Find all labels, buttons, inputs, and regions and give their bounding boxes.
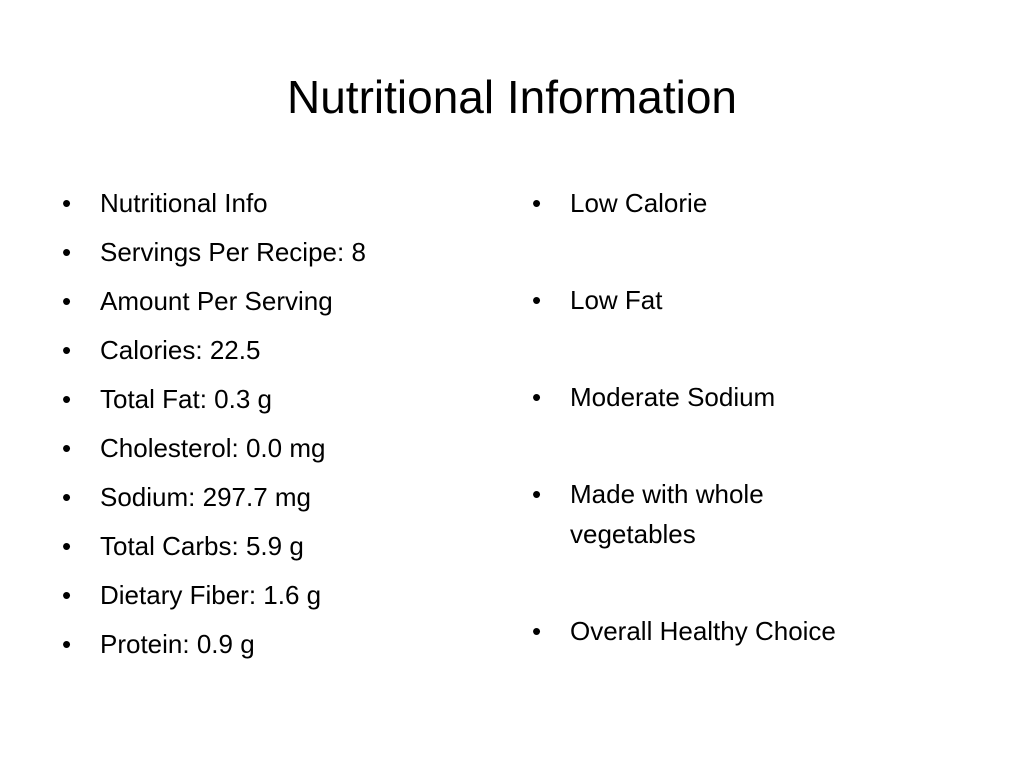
bullet-item: Moderate Sodium (532, 377, 890, 417)
bullet-item: Dietary Fiber: 1.6 g (62, 575, 502, 615)
bullet-item: Amount Per Serving (62, 281, 502, 321)
left-list: Nutritional Info Servings Per Recipe: 8 Am… (62, 183, 502, 673)
bullet-item: Nutritional Info (62, 183, 502, 223)
bullet-item: Made with whole vegetables (532, 474, 890, 554)
bullet-item: Calories: 22.5 (62, 330, 502, 370)
bullet-item: Low Fat (532, 280, 890, 320)
bullet-item: Overall Healthy Choice (532, 611, 890, 651)
bullet-item: Sodium: 297.7 mg (62, 477, 502, 517)
bullet-item: Low Calorie (532, 183, 890, 223)
bullet-item: Total Carbs: 5.9 g (62, 526, 502, 566)
bullet-item: Total Fat: 0.3 g (62, 379, 502, 419)
bullet-item: Protein: 0.9 g (62, 624, 502, 664)
bullet-item: Servings Per Recipe: 8 (62, 232, 502, 272)
slide-title: Nutritional Information (287, 71, 737, 123)
right-list: Low Calorie Low Fat Moderate Sodium Made wi… (532, 183, 922, 708)
bullet-item: Cholesterol: 0.0 mg (62, 428, 502, 468)
